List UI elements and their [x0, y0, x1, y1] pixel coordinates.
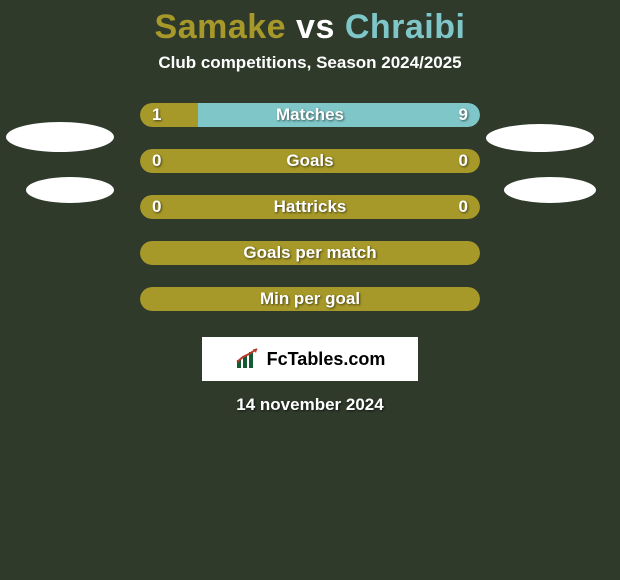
stat-right-value: 9	[459, 103, 468, 127]
brand-text: FcTables.com	[267, 349, 386, 370]
stat-right-value: 0	[459, 149, 468, 173]
brand-chart-icon	[235, 348, 261, 370]
player1-name: Samake	[155, 8, 287, 46]
stat-label: Goals per match	[140, 241, 480, 265]
player2-name: Chraibi	[345, 8, 466, 46]
vs-text: vs	[296, 8, 335, 46]
decorative-ellipse	[486, 124, 594, 152]
stat-label: Hattricks	[140, 195, 480, 219]
stat-bar: Hattricks0 0	[140, 195, 480, 219]
stat-left-value: 1	[152, 103, 161, 127]
stat-label: Goals	[140, 149, 480, 173]
stat-row: Min per goal	[0, 277, 620, 323]
date-text: 14 november 2024	[0, 395, 620, 415]
stat-label: Min per goal	[140, 287, 480, 311]
stat-row: Goals per match	[0, 231, 620, 277]
stat-bar: Matches1 9	[140, 103, 480, 127]
brand-box: FcTables.com	[202, 337, 418, 381]
stat-bar: Min per goal	[140, 287, 480, 311]
stat-right-value: 0	[459, 195, 468, 219]
stat-bar: Goals0 0	[140, 149, 480, 173]
decorative-ellipse	[504, 177, 596, 203]
stat-left-value: 0	[152, 149, 161, 173]
stat-left-value: 0	[152, 195, 161, 219]
decorative-ellipse	[6, 122, 114, 152]
decorative-ellipse	[26, 177, 114, 203]
subtitle: Club competitions, Season 2024/2025	[0, 53, 620, 93]
stat-bar: Goals per match	[140, 241, 480, 265]
comparison-title: Samake vs Chraibi	[0, 0, 620, 53]
stat-label: Matches	[140, 103, 480, 127]
